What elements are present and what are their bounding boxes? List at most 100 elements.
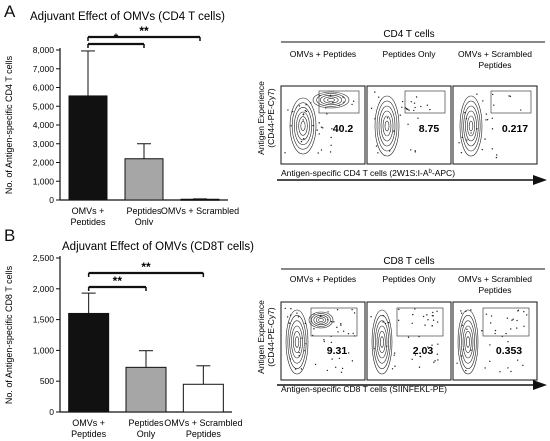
bar [68, 312, 110, 413]
event-dot [426, 104, 429, 106]
event-dot [520, 109, 522, 111]
event-dot [499, 371, 501, 373]
contour-line [467, 115, 475, 137]
bar [182, 383, 224, 413]
event-dot [433, 361, 435, 363]
event-dot [492, 93, 494, 96]
event-dot [470, 132, 472, 134]
event-dot [331, 358, 333, 360]
contour-line [459, 315, 477, 369]
x-tick-label: OMVs + Scrambled [161, 206, 239, 216]
event-dot [495, 156, 498, 159]
event-dot [491, 148, 494, 150]
event-dot [509, 95, 512, 98]
contour-line [380, 336, 384, 348]
event-dot [351, 103, 353, 106]
flow-plot-frame [366, 301, 452, 381]
contour-line [463, 105, 479, 147]
event-dot [432, 315, 434, 317]
event-dot [434, 360, 436, 362]
event-dot [399, 114, 402, 116]
event-dot [286, 316, 289, 318]
event-dot [461, 136, 463, 139]
event-dot [301, 337, 303, 339]
y-axis-label: No. of Antigen-specific CD4 T cells [4, 55, 14, 194]
event-dot [386, 345, 388, 348]
event-dot [462, 348, 465, 351]
flow-xlabel: Antigen-specific CD8 T cells (SIINFEKL-P… [281, 384, 447, 394]
event-dot [476, 128, 478, 130]
event-dot [427, 346, 429, 348]
event-dot [410, 101, 412, 103]
contour-line [378, 331, 386, 353]
event-dot [326, 113, 328, 115]
flow-gate [404, 90, 446, 114]
event-dot [336, 326, 338, 329]
event-dot [318, 122, 320, 124]
flow-gate-value: 8.75 [419, 123, 440, 135]
event-dot [327, 311, 329, 313]
flow-col-1: OMVs + Peptides [290, 274, 356, 284]
event-dot [522, 364, 524, 367]
event-dot [382, 315, 384, 317]
contour-line [371, 309, 393, 375]
event-dot [300, 140, 303, 143]
event-dot [507, 367, 509, 369]
contour-line [294, 336, 300, 348]
event-dot [427, 319, 429, 321]
event-dot [302, 119, 304, 121]
event-dot [320, 149, 323, 151]
event-dot [338, 104, 340, 107]
contour-line [318, 318, 324, 322]
event-dot [412, 313, 414, 316]
flow-title: CD8 T cells [383, 256, 434, 267]
event-dot [456, 362, 458, 364]
event-dot [510, 328, 512, 330]
event-dot [298, 355, 300, 357]
event-dot [517, 309, 520, 311]
event-dot [506, 347, 508, 349]
event-dot [374, 91, 376, 93]
y-tick-label: 2,000 [33, 284, 55, 294]
flow-title: CD4 T cells [383, 29, 434, 40]
contour-line [300, 121, 306, 131]
y-tick-label: 500 [40, 376, 54, 386]
event-dot [470, 349, 472, 351]
event-dot [348, 352, 350, 354]
event-dot [297, 316, 300, 318]
event-dot [290, 125, 292, 127]
event-dot [322, 127, 324, 129]
y-axis-label: No. of Antigen-specific CD8 T cells [4, 265, 14, 404]
event-dot [415, 96, 418, 98]
y-tick-label: 0 [49, 407, 54, 417]
flow-ylabel-2: (CD44-PE-Cy7) [266, 88, 276, 148]
event-dot [505, 332, 507, 335]
flow-gate [490, 90, 532, 114]
event-dot [464, 111, 466, 114]
contour-line [291, 325, 303, 359]
event-dot [414, 354, 417, 356]
flow-col-3: OMVs + Scrambled Peptides [458, 274, 532, 295]
event-dot [314, 363, 317, 366]
flow-ylabel: Antigen Experience [256, 300, 266, 374]
event-dot [506, 317, 509, 319]
flow-plot-frame [280, 85, 366, 165]
event-dot [465, 118, 468, 120]
event-dot [302, 114, 304, 116]
flow-col-2: Peptides Only [383, 274, 437, 284]
contour-line [293, 331, 301, 353]
event-dot [413, 109, 415, 112]
flow-gate-value: 40.2 [333, 123, 354, 135]
event-dot [420, 105, 422, 108]
chart-title: Adjuvant Effect of OMVs (CD4 T cells) [30, 11, 225, 23]
contour-line [287, 315, 307, 369]
event-dot [470, 309, 472, 311]
event-dot [414, 308, 416, 310]
event-dot [407, 336, 410, 338]
event-dot [289, 358, 291, 360]
flow-gate [396, 307, 444, 337]
event-dot [486, 118, 489, 121]
contour-line [323, 96, 339, 104]
event-dot [336, 309, 339, 311]
contour-line [294, 107, 312, 145]
